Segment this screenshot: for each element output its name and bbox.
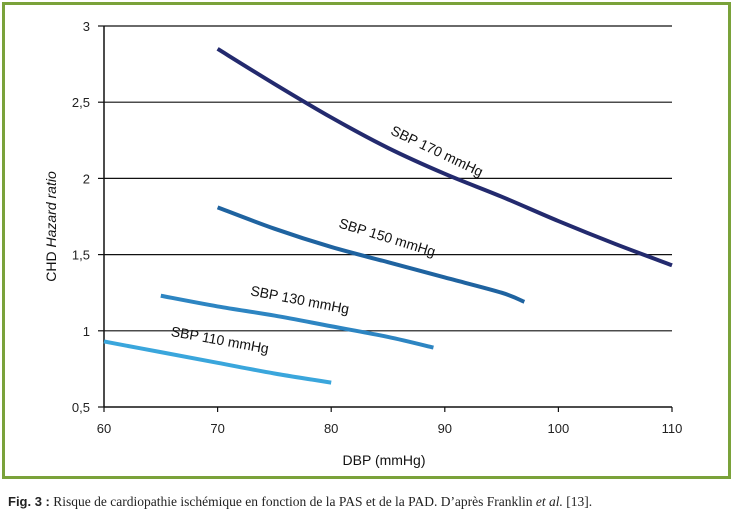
y-tick-label-2: 1,5 xyxy=(72,248,90,263)
x-tick-label-3: 90 xyxy=(438,421,452,436)
figure-caption: Fig. 3 : Risque de cardiopathie ischémiq… xyxy=(8,494,736,510)
caption-text: Risque de cardiopathie ischémique en fon… xyxy=(49,494,536,509)
series-line-0 xyxy=(216,47,673,268)
x-axis-title: DBP (mmHg) xyxy=(343,452,426,468)
y-axis-title: CHD Hazard ratio xyxy=(43,171,59,282)
chd-hazard-chart: 0,5 1 1,5 2 2,5 3 60 70 80 90 100 110 DBP (mmHg) CHD … xyxy=(43,19,683,468)
y-axis-title-italic: Hazard ratio xyxy=(43,171,59,247)
y-tick-label-0: 0,5 xyxy=(72,400,90,415)
series-line-3 xyxy=(103,339,332,385)
caption-etal: et al. xyxy=(535,494,563,509)
series-line-1 xyxy=(216,205,526,304)
y-tick-label-1: 1 xyxy=(83,324,90,339)
y-tick-label-4: 2,5 xyxy=(72,95,90,110)
series-label-2: SBP 130 mmHg xyxy=(249,282,350,316)
caption-ref: [13]. xyxy=(562,494,593,509)
x-tick-label-4: 100 xyxy=(548,421,570,436)
series-label-3: SBP 110 mmHg xyxy=(170,323,270,356)
caption-fig-number: Fig. 3 : xyxy=(8,494,50,509)
x-tick-label-1: 70 xyxy=(210,421,224,436)
series-line-2 xyxy=(160,293,434,350)
y-axis-title-main: CHD xyxy=(43,248,59,282)
y-tick-label-3: 2 xyxy=(83,171,90,186)
x-tick-label-0: 60 xyxy=(97,421,111,436)
x-tick-label-2: 80 xyxy=(324,421,338,436)
x-tick-label-5: 110 xyxy=(662,421,683,436)
y-tick-label-5: 3 xyxy=(83,19,90,34)
